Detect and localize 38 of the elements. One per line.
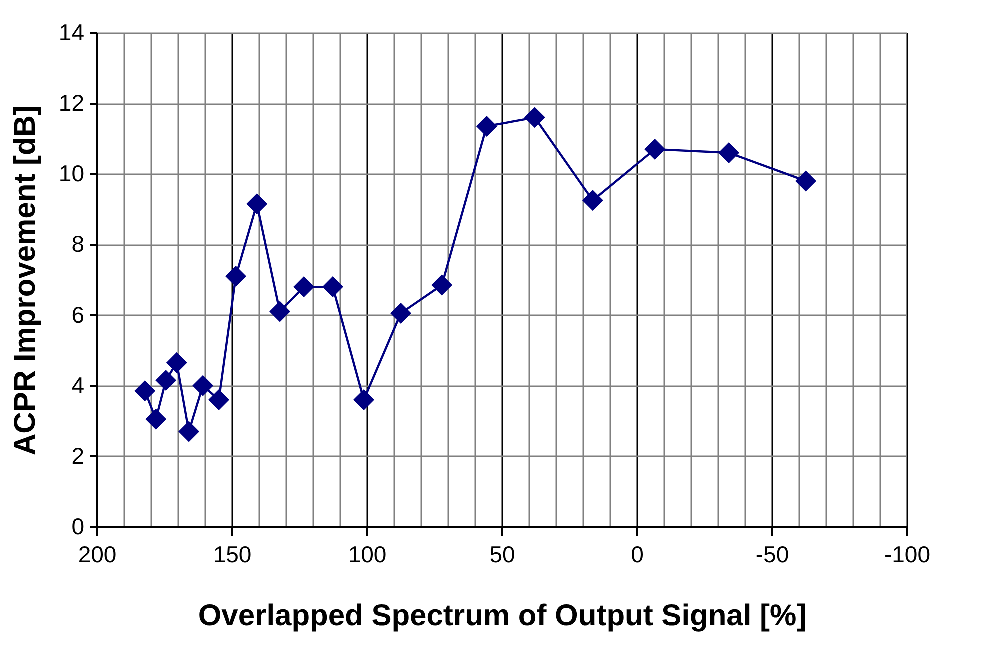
y-tick-label: 14 xyxy=(58,20,85,46)
point xyxy=(582,190,604,211)
point xyxy=(166,352,188,374)
point xyxy=(178,422,200,442)
x-tick-label: 150 xyxy=(213,542,252,568)
point xyxy=(322,276,344,298)
point xyxy=(524,108,546,128)
x-tick-label: 0 xyxy=(631,542,644,568)
point xyxy=(390,303,412,324)
point xyxy=(146,409,166,430)
point xyxy=(432,275,452,296)
point xyxy=(156,370,176,391)
y-axis-title: ACPR Improvement [dB] xyxy=(8,105,42,456)
point xyxy=(718,142,740,164)
y-tick-label: 0 xyxy=(72,514,84,540)
y-tick-label: 4 xyxy=(72,372,85,398)
x-tick-label: -50 xyxy=(756,542,790,568)
point xyxy=(294,276,314,298)
x-tick-label: 200 xyxy=(78,542,117,568)
point xyxy=(208,390,230,410)
x-tick-label: 50 xyxy=(490,542,516,568)
point xyxy=(354,390,374,410)
y-tick-label: 12 xyxy=(58,90,84,116)
y-tick-label: 6 xyxy=(72,302,84,328)
x-axis-title: Overlapped Spectrum of Output Signal [%] xyxy=(198,600,807,632)
point xyxy=(134,381,156,402)
point xyxy=(476,116,497,137)
point xyxy=(226,266,246,287)
point xyxy=(796,171,816,192)
x-tick-label: -100 xyxy=(884,542,931,568)
x-tick-label: 100 xyxy=(348,542,387,568)
y-tick-label: 2 xyxy=(72,442,84,469)
y-tick-label: 8 xyxy=(72,231,84,258)
y-tick-label: 10 xyxy=(58,160,84,187)
point xyxy=(247,194,268,214)
point xyxy=(270,302,290,322)
point xyxy=(193,376,214,396)
point xyxy=(645,139,666,160)
